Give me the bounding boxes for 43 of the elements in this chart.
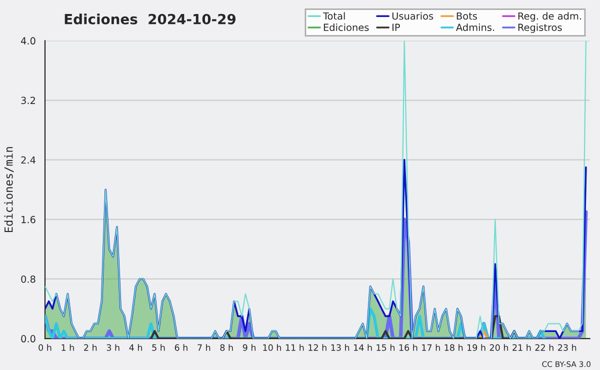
legend-label: Reg. de adm. [518, 12, 581, 22]
x-tick-label: 22 h [535, 344, 554, 351]
x-tick-label: 20 h [490, 344, 508, 351]
legend-label: Admins. [456, 24, 494, 32]
legend-label: Bots [456, 12, 477, 20]
x-tick-label: 0 h [38, 344, 52, 351]
y-axis-title: Ediciones/min [4, 147, 14, 232]
x-tick-label: 4 h [129, 344, 142, 351]
x-tick-label: 2 h [84, 344, 97, 351]
x-tick-label: 23 h [558, 344, 576, 351]
line-series [45, 40, 586, 339]
x-tick-label: 19 h [468, 344, 486, 351]
y-tick-label: 3.2 [21, 96, 35, 104]
legend-label: Usuarios [392, 12, 434, 20]
legend-label: Total [322, 12, 345, 20]
x-tick-label: 13 h [331, 344, 350, 351]
line-series [45, 158, 587, 339]
x-tick-label: 21 h [512, 344, 531, 351]
chart-title: Ediciones 2024-10-29 [64, 14, 236, 24]
x-tick-label: 11 h [286, 344, 304, 351]
x-tick-label: 6 h [174, 344, 188, 351]
line-series [45, 307, 546, 339]
y-tick-label: 1.6 [22, 216, 36, 224]
legend-label: Ediciones [324, 24, 369, 32]
x-tick-label: 8 h [220, 344, 233, 351]
x-tick-label: 16 h [399, 344, 418, 351]
x-tick-label: 12 h [308, 344, 326, 351]
x-tick-label: 1 h [62, 344, 74, 351]
legend-label: IP [392, 24, 400, 31]
x-tick-label: 10 h [263, 344, 281, 351]
x-tick-label: 9 h [242, 344, 256, 351]
y-tick-label: 0.8 [21, 275, 36, 283]
x-tick-label: 7 h [198, 344, 210, 351]
x-tick-label: 14 h [354, 344, 372, 351]
x-tick-label: 17 h [422, 344, 440, 351]
x-tick-label: 5 h [152, 344, 165, 351]
x-tick-label: 15 h [376, 344, 394, 351]
y-tick-label: 0.0 [21, 335, 36, 342]
x-tick-label: 18 h [444, 344, 463, 351]
y-tick-label: 2.4 [21, 156, 36, 164]
x-tick-label: 3 h [106, 344, 120, 351]
legend-label: Registros [518, 24, 562, 33]
y-tick-label: 4.0 [20, 37, 36, 45]
